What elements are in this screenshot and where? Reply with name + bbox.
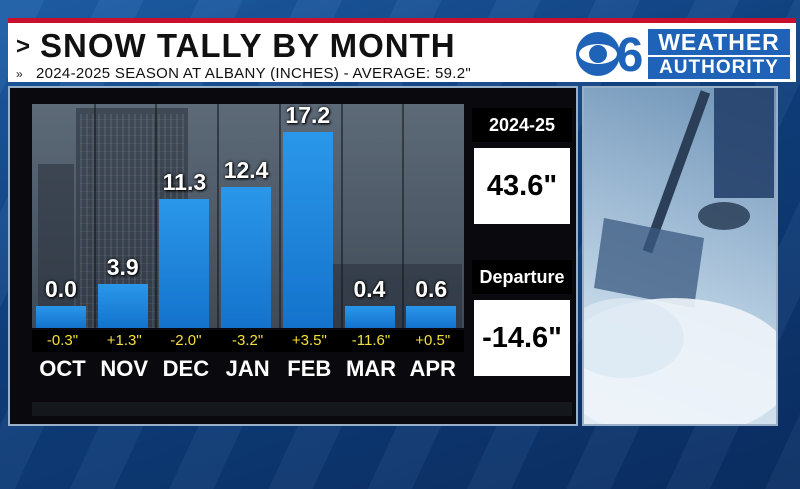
month-label-dec: DEC — [162, 356, 210, 381]
chart-plot-area: 0.0 3.9 11.3 12.4 17.2 0.4 0.6 — [32, 104, 464, 328]
departure-nov: +1.3" — [106, 332, 142, 349]
cbs-eye-icon: 6 — [576, 29, 644, 81]
page-subtitle: 2024-2025 SEASON AT ALBANY (INCHES) - AV… — [36, 65, 472, 82]
page-title: SNOW TALLY BY MONTH — [40, 27, 456, 64]
bar-apr — [406, 306, 457, 328]
bottom-strip — [32, 402, 572, 416]
departure-row: -0.3" +1.3" -2.0" -3.2" +3.5" -11.6" +0.5" — [32, 330, 464, 352]
column-divider — [278, 104, 281, 328]
departure-total: -14.6" — [474, 300, 570, 376]
title-banner: > SNOW TALLY BY MONTH » 2024-2025 SEASON… — [8, 18, 570, 82]
month-label-mar: MAR — [345, 356, 397, 381]
bar-value-oct: 0.0 — [45, 276, 77, 302]
month-label-oct: OCT — [39, 356, 86, 381]
column-divider — [340, 104, 343, 328]
departure-mar: -11.6" — [351, 332, 391, 349]
season-total: 43.6" — [474, 148, 570, 224]
bar-value-feb: 17.2 — [285, 104, 331, 128]
bar-value-mar: 0.4 — [353, 276, 386, 302]
bar-value-jan: 12.4 — [223, 156, 269, 183]
station-logo: 6 WEATHER AUTHORITY — [570, 18, 796, 82]
summary-panel: 2024-25 43.6" Departure -14.6" — [472, 104, 572, 400]
bar-value-dec: 11.3 — [162, 169, 207, 196]
column-divider — [93, 104, 96, 328]
column-divider — [402, 104, 405, 328]
departure-oct: -0.3" — [46, 332, 79, 349]
departure-jan: -3.2" — [232, 332, 264, 349]
bar-nov — [97, 283, 148, 328]
bar-value-nov: 3.9 — [106, 253, 139, 280]
bar-dec — [159, 199, 210, 328]
bar-oct — [36, 306, 86, 328]
month-label-jan: JAN — [225, 356, 270, 381]
column-divider — [155, 104, 158, 328]
column-divider — [217, 104, 220, 328]
chart-panel: 0.0 3.9 11.3 12.4 17.2 0.4 0.6 -0.3" +1.3" -2.0"… — [8, 86, 578, 426]
month-label-feb: FEB — [287, 356, 332, 381]
left-building — [38, 164, 74, 328]
shovel-illustration — [584, 88, 776, 424]
month-label-nov: NOV — [100, 356, 149, 381]
chevron-right-icon: > — [16, 33, 31, 60]
month-label-apr: APR — [409, 356, 456, 381]
snow-shovel-photo — [582, 86, 778, 426]
departure-apr: +0.5" — [415, 332, 451, 349]
departure-feb: +3.5" — [291, 332, 327, 349]
bar-mar — [344, 306, 395, 328]
departure-dec: -2.0" — [170, 332, 202, 349]
bar-feb — [282, 132, 333, 328]
logo-authority: AUTHORITY — [648, 57, 790, 79]
logo-weather: WEATHER — [648, 29, 790, 55]
double-chevron-icon: » — [16, 67, 23, 81]
bar-value-apr: 0.6 — [415, 276, 448, 302]
logo-number: 6 — [617, 29, 644, 81]
season-label: 2024-25 — [472, 108, 572, 142]
departure-label: Departure — [472, 260, 572, 294]
bar-jan — [221, 186, 272, 328]
